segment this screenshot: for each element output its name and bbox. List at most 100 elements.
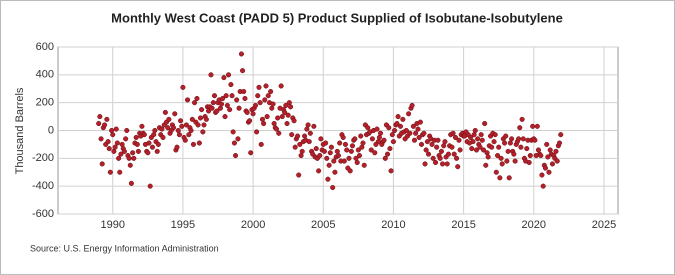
point xyxy=(104,116,110,122)
point xyxy=(497,175,503,181)
point xyxy=(200,129,206,135)
point xyxy=(542,165,548,171)
point xyxy=(160,134,166,141)
point xyxy=(517,125,523,131)
point xyxy=(306,139,312,145)
point xyxy=(331,158,337,164)
point xyxy=(288,104,294,110)
point xyxy=(425,151,432,157)
point xyxy=(292,144,298,150)
point xyxy=(321,148,327,154)
point xyxy=(283,102,289,108)
point xyxy=(545,154,551,160)
point xyxy=(482,120,488,127)
point xyxy=(330,185,336,191)
point xyxy=(248,150,254,156)
point xyxy=(360,140,366,146)
point xyxy=(131,155,137,161)
point xyxy=(229,93,235,99)
point xyxy=(110,132,116,138)
point xyxy=(311,123,317,129)
point xyxy=(305,122,311,128)
point xyxy=(296,172,302,178)
point xyxy=(235,136,241,142)
point xyxy=(118,151,124,157)
point xyxy=(302,133,308,139)
point xyxy=(98,136,104,142)
point xyxy=(195,122,201,128)
point xyxy=(234,97,240,103)
point xyxy=(410,123,416,129)
y-tick-label: 400 xyxy=(36,69,54,81)
y-axis-label: Thousand Barrels xyxy=(14,87,26,174)
y-tick-label: 600 xyxy=(36,41,54,53)
point xyxy=(270,101,276,107)
point xyxy=(400,116,406,122)
point xyxy=(390,139,396,145)
point xyxy=(546,169,552,175)
point xyxy=(307,130,313,136)
point xyxy=(112,144,118,150)
point xyxy=(429,141,435,147)
point xyxy=(365,125,371,131)
point xyxy=(471,132,477,138)
point xyxy=(126,155,132,161)
point xyxy=(145,150,151,156)
point xyxy=(109,127,115,134)
point xyxy=(527,153,533,159)
point xyxy=(186,132,192,138)
point xyxy=(231,140,237,146)
point xyxy=(457,147,463,153)
point xyxy=(418,141,425,147)
point xyxy=(166,116,172,122)
point xyxy=(341,158,347,164)
point xyxy=(354,159,360,166)
point xyxy=(413,130,419,136)
point xyxy=(240,68,246,74)
point xyxy=(512,158,518,164)
point xyxy=(470,139,476,145)
point xyxy=(220,95,226,102)
point xyxy=(225,72,232,78)
point xyxy=(473,147,480,153)
point xyxy=(228,82,234,88)
point xyxy=(208,72,214,78)
point xyxy=(387,146,393,152)
point xyxy=(407,130,413,136)
point xyxy=(534,123,540,129)
point xyxy=(499,161,505,167)
point xyxy=(454,155,460,161)
point xyxy=(170,125,177,131)
point xyxy=(369,136,375,142)
point xyxy=(273,126,280,132)
point xyxy=(328,144,334,150)
point xyxy=(498,155,504,161)
point xyxy=(538,153,544,159)
point xyxy=(438,148,444,154)
point xyxy=(432,159,439,166)
point xyxy=(502,140,508,146)
points xyxy=(96,51,564,191)
y-tick-label: -400 xyxy=(32,180,54,192)
point xyxy=(106,146,112,152)
point xyxy=(376,134,382,141)
point xyxy=(484,150,490,156)
point xyxy=(180,84,186,90)
point xyxy=(477,144,483,150)
point xyxy=(189,116,195,122)
point xyxy=(532,137,538,143)
point xyxy=(147,183,153,189)
point xyxy=(96,120,102,127)
point xyxy=(479,137,485,143)
point xyxy=(217,105,223,111)
point xyxy=(223,93,229,99)
point xyxy=(121,148,127,154)
point xyxy=(304,126,310,132)
point xyxy=(556,140,563,146)
point xyxy=(384,151,391,157)
point xyxy=(509,136,515,142)
point xyxy=(472,127,478,134)
point xyxy=(257,100,263,106)
point xyxy=(372,150,378,156)
